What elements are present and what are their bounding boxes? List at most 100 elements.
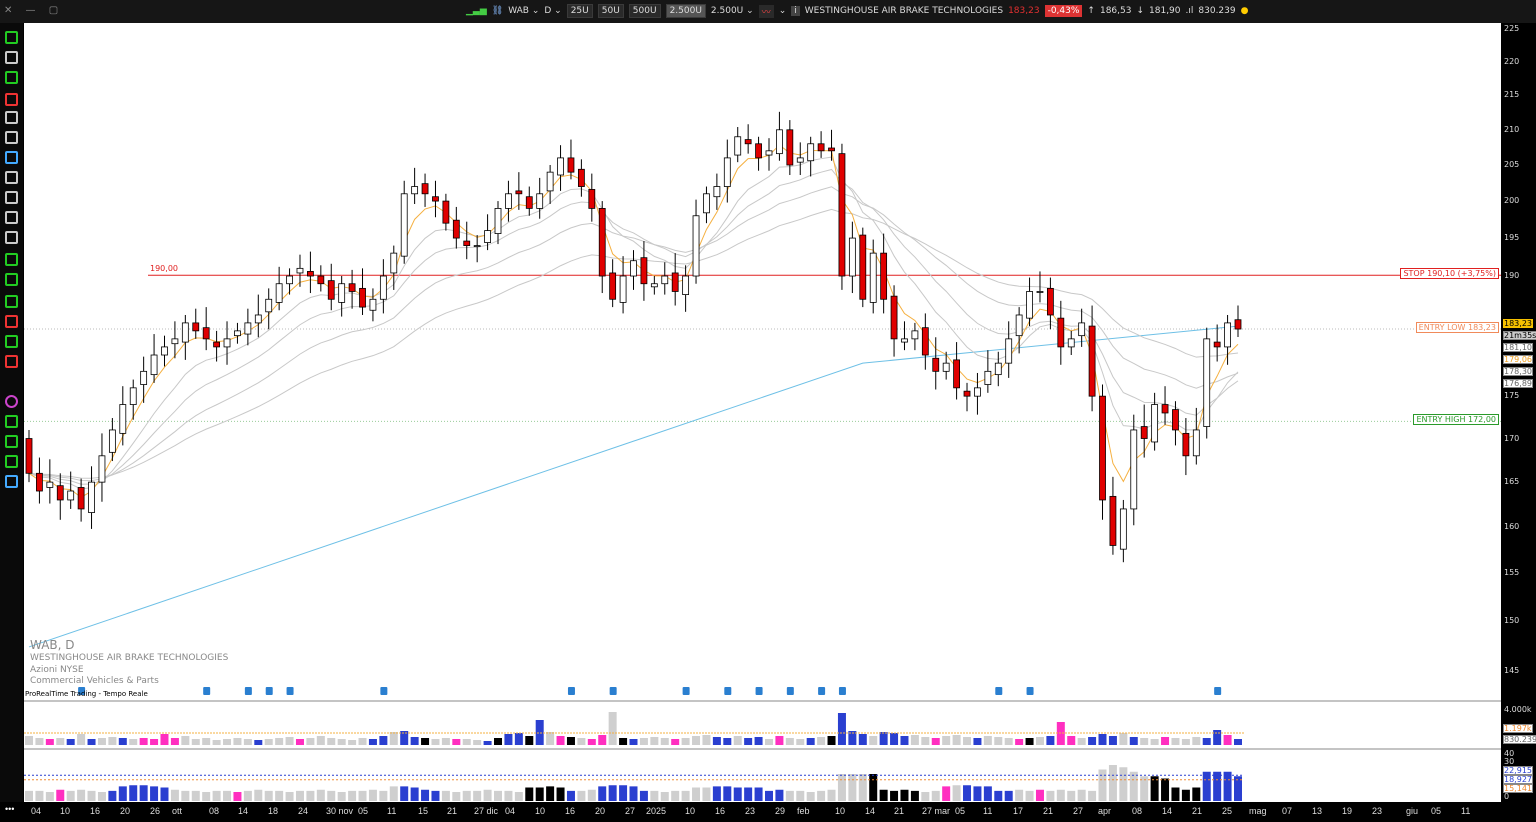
volume-bar (1025, 738, 1034, 745)
news-event-icon (78, 687, 86, 695)
candle-up (1130, 429, 1138, 510)
volume-bar (1192, 737, 1201, 745)
time-tick: 27 (625, 806, 636, 816)
candle-up (254, 314, 262, 324)
market-status-icon: ● (1240, 6, 1249, 16)
settings-tool-icon[interactable] (5, 211, 18, 224)
rectangle-tool-icon[interactable] (5, 455, 18, 468)
oscillator-bar (1192, 787, 1201, 801)
fibonacci-tool-icon[interactable] (5, 93, 18, 106)
wave-tool-icon[interactable] (5, 475, 18, 488)
time-tick: 16 (565, 806, 576, 816)
line-tool-icon[interactable] (5, 253, 18, 266)
candle-down (307, 271, 314, 277)
units-25-button[interactable]: 25U (566, 4, 593, 18)
candle (723, 139, 731, 203)
price-tick: 215 (1504, 90, 1520, 100)
candle (1140, 404, 1148, 458)
timeframe-label: D (544, 6, 552, 16)
candle (1109, 476, 1117, 555)
pencil-tool-icon[interactable] (5, 71, 18, 84)
volume-bar (389, 732, 398, 745)
volume-bar (87, 739, 96, 745)
oscillator-bar (139, 785, 148, 801)
volume-bar (712, 737, 721, 745)
units-2500-button[interactable]: 2.500U (665, 4, 706, 18)
units-50-button[interactable]: 50U (597, 4, 624, 18)
entry-low-label[interactable]: ENTRY LOW 183,23 (1415, 322, 1499, 334)
candle-down (671, 272, 679, 292)
text-tool-icon[interactable] (5, 171, 18, 184)
timeframe-select[interactable]: D ⌄ (544, 6, 562, 16)
candle-down (953, 359, 960, 389)
candle (1234, 305, 1242, 338)
volume-bar (1119, 733, 1128, 745)
copy-tool-icon[interactable] (5, 191, 18, 204)
color-wheel-icon[interactable] (5, 395, 18, 408)
volume-bar (358, 738, 367, 745)
candle-up (150, 354, 158, 376)
price-tick: 210 (1504, 124, 1520, 134)
oscillator-bar (650, 790, 659, 801)
chart-type-icon[interactable]: ▁▃▅ (466, 6, 487, 16)
info-icon[interactable]: i (791, 6, 800, 16)
candle (88, 466, 95, 529)
units-500-button[interactable]: 500U (628, 4, 661, 18)
oscillator-bar (733, 787, 742, 801)
pen-tool-icon[interactable] (5, 415, 18, 428)
arc-tool-icon[interactable] (5, 315, 18, 328)
chart-area[interactable]: WAB, D WESTINGHOUSE AIR BRAKE TECHNOLOGI… (24, 23, 1501, 802)
oscillator-bar (45, 792, 54, 801)
oscillator-bar (1161, 778, 1170, 801)
alert-tool-icon[interactable] (5, 131, 18, 144)
candle (796, 142, 804, 176)
symbol-select[interactable]: WAB ⌄ (508, 6, 540, 16)
cursor-tool-icon[interactable] (5, 51, 18, 64)
volume-bar (650, 737, 659, 745)
volume-bar (1046, 736, 1055, 745)
hline-tool-icon[interactable] (5, 355, 18, 368)
candle (494, 201, 502, 245)
candle (108, 418, 116, 462)
price-tick: 160 (1504, 522, 1520, 532)
time-axis[interactable]: ••• 04 10 16 20 26 ott 08 14 18 24 30 nov 05 11 15 21 2… (0, 802, 1536, 822)
oscillator-bar (1098, 769, 1107, 801)
node-tool-icon[interactable] (5, 335, 18, 348)
crosshair-tool-icon[interactable] (5, 151, 18, 164)
time-tick: 27 mar (922, 806, 951, 816)
oscillator-bar (358, 790, 367, 801)
candle-down (609, 272, 617, 300)
candle (505, 180, 512, 222)
stop-label[interactable]: STOP 190,10 (+3,75%) (1400, 268, 1499, 280)
trendline-tool-icon[interactable] (5, 31, 18, 44)
oscillator-bar (983, 786, 992, 801)
entry-high-label[interactable]: ENTRY HIGH 172,00 (1413, 414, 1499, 426)
indicators-dropdown-icon[interactable]: ⌄ (778, 6, 787, 16)
zoom-tool-icon[interactable] (5, 111, 18, 124)
units-dropdown[interactable]: 2.500U ⌄ (710, 6, 754, 16)
oscillator-bar (1004, 790, 1013, 801)
oscillator-bar (306, 790, 315, 801)
measure-tool-icon[interactable] (5, 435, 18, 448)
candle (432, 180, 439, 218)
window-controls[interactable]: ✕ — ▢ (4, 5, 64, 16)
indicators-icon[interactable]: 〰 (758, 4, 774, 18)
delete-tool-icon[interactable] (5, 231, 18, 244)
more-menu-icon[interactable]: ••• (5, 804, 15, 814)
volume-bar (671, 739, 680, 745)
candle (98, 433, 106, 502)
symbol-label: WAB (508, 6, 529, 16)
time-tick: 24 (298, 806, 309, 816)
time-tick: feb (797, 806, 810, 816)
price-axis[interactable]: 225 220 215 210 205 200 195 190 175 170 165 160 155 1… (1501, 23, 1536, 802)
candle (869, 239, 877, 314)
candle-down (1172, 409, 1179, 431)
link-icon[interactable]: ⛓ (491, 6, 504, 16)
oscillator-bar (473, 790, 482, 801)
price-chart[interactable] (24, 23, 1501, 802)
candle-up (275, 283, 283, 303)
candle (286, 268, 293, 295)
ray-tool-icon[interactable] (5, 273, 18, 286)
candle (181, 314, 189, 360)
channel-tool-icon[interactable] (5, 295, 18, 308)
